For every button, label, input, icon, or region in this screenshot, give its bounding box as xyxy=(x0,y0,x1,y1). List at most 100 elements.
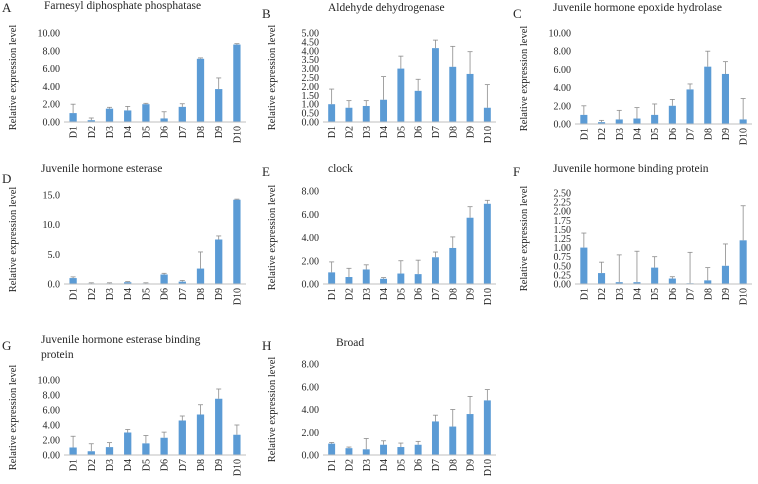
y-tick-label: 4.00 xyxy=(43,82,61,93)
bar-d2 xyxy=(87,451,95,455)
x-tick-label: D7 xyxy=(431,126,442,138)
y-tick-label: 10.00 xyxy=(38,29,61,40)
y-tick-label: 0.50 xyxy=(554,261,572,272)
x-tick-label: D7 xyxy=(178,459,189,471)
x-tick-label: D2 xyxy=(344,288,355,300)
x-tick-label: D10 xyxy=(739,288,750,305)
bar-d7 xyxy=(178,281,186,284)
x-tick-label: D9 xyxy=(214,459,225,471)
y-tick-label: 0.50 xyxy=(302,109,320,120)
panel-a-y-axis-label: Relative expression level xyxy=(8,25,19,131)
x-tick-label: D5 xyxy=(141,288,152,300)
x-tick-label: D1 xyxy=(327,126,338,138)
bar-d9 xyxy=(721,265,729,284)
bar-d6 xyxy=(160,274,168,284)
x-tick-label: D9 xyxy=(466,126,477,138)
y-tick-label: 2.00 xyxy=(554,207,572,218)
x-tick-label: D10 xyxy=(483,288,494,305)
y-tick-label: 8.00 xyxy=(302,360,320,371)
panel-f-title: Juvenile hormone binding protein xyxy=(553,163,709,175)
y-tick-label: 2.00 xyxy=(43,100,61,111)
bar-d7 xyxy=(431,421,439,455)
x-tick-label: D5 xyxy=(396,459,407,471)
bar-d7 xyxy=(686,89,694,124)
bar-d4 xyxy=(633,282,641,284)
panel-c-letter: C xyxy=(513,6,522,21)
x-tick-label: D2 xyxy=(597,128,608,140)
bar-d4 xyxy=(124,282,132,284)
bar-d4 xyxy=(124,110,132,122)
bar-d9 xyxy=(466,217,474,284)
bar-d5 xyxy=(142,104,150,122)
bar-d9 xyxy=(215,239,223,284)
y-tick-label: 4.00 xyxy=(554,83,572,94)
y-tick-label: 0.00 xyxy=(43,451,61,462)
y-tick-label: 0.00 xyxy=(302,118,320,129)
x-tick-label: D9 xyxy=(214,288,225,300)
bar-d10 xyxy=(739,240,747,284)
bar-d10 xyxy=(483,107,491,122)
y-tick-label: 8.00 xyxy=(554,47,572,58)
y-tick-label: 2.00 xyxy=(554,101,572,112)
x-tick-label: D4 xyxy=(379,126,390,138)
y-tick-label: 0.00 xyxy=(43,118,61,129)
x-tick-label: D3 xyxy=(105,288,116,300)
bar-d5 xyxy=(651,267,659,284)
x-tick-label: D9 xyxy=(721,128,732,140)
x-tick-label: D4 xyxy=(123,288,134,300)
bar-d6 xyxy=(668,105,676,124)
y-tick-label: 4.00 xyxy=(302,46,320,57)
x-tick-label: D2 xyxy=(87,459,98,471)
panel-h-y-axis-label: Relative expression level xyxy=(267,357,278,463)
y-tick-label: 0.0 xyxy=(48,280,61,291)
panel-g-y-axis-label: Relative expression level xyxy=(8,365,19,471)
y-tick-label: 4.00 xyxy=(302,233,320,244)
x-tick-label: D2 xyxy=(87,126,98,138)
bar-d2 xyxy=(598,273,606,284)
x-tick-label: D8 xyxy=(448,288,459,300)
y-tick-label: 2.25 xyxy=(554,198,572,209)
bar-d6 xyxy=(414,444,422,455)
x-tick-label: D8 xyxy=(448,126,459,138)
bar-d10 xyxy=(233,199,241,284)
bar-d8 xyxy=(196,268,205,284)
bar-d2 xyxy=(87,120,95,122)
y-tick-label: 1.00 xyxy=(554,243,572,254)
x-tick-label: D1 xyxy=(69,459,80,471)
bar-d8 xyxy=(704,66,712,124)
panel-a-title: Farnesyl diphosphate phosphatase xyxy=(44,0,201,12)
panel-b-letter: B xyxy=(262,6,271,21)
x-tick-label: D3 xyxy=(362,126,373,138)
x-tick-label: D10 xyxy=(483,459,494,476)
bar-d3 xyxy=(105,447,114,455)
bar-d1 xyxy=(328,104,336,122)
x-tick-label: D6 xyxy=(414,288,425,300)
x-tick-label: D3 xyxy=(105,459,116,471)
y-tick-label: 6.00 xyxy=(554,65,572,76)
bar-d1 xyxy=(69,113,77,122)
y-tick-label: 0.25 xyxy=(554,270,572,281)
x-tick-label: D6 xyxy=(668,288,679,300)
x-tick-label: D7 xyxy=(431,459,442,471)
bar-d2 xyxy=(345,448,353,455)
bar-d1 xyxy=(328,443,336,455)
x-tick-label: D4 xyxy=(123,126,134,138)
bar-d7 xyxy=(431,48,439,122)
x-tick-label: D5 xyxy=(396,288,407,300)
x-tick-label: D1 xyxy=(327,459,338,471)
bar-d4 xyxy=(380,99,388,122)
x-tick-label: D9 xyxy=(466,459,477,471)
y-tick-label: 0.00 xyxy=(302,280,320,291)
x-tick-label: D10 xyxy=(232,126,243,143)
y-tick-label: 0.00 xyxy=(554,280,572,291)
bar-d10 xyxy=(233,44,241,122)
y-tick-label: 8.00 xyxy=(43,391,61,402)
y-tick-label: 1.50 xyxy=(554,225,572,236)
y-tick-label: 5.00 xyxy=(302,29,320,40)
x-tick-label: D7 xyxy=(686,288,697,300)
panel-h-letter: H xyxy=(262,338,271,353)
x-tick-label: D8 xyxy=(703,288,714,300)
bar-d4 xyxy=(380,278,388,284)
x-tick-label: D3 xyxy=(615,288,626,300)
x-tick-label: D8 xyxy=(448,459,459,471)
